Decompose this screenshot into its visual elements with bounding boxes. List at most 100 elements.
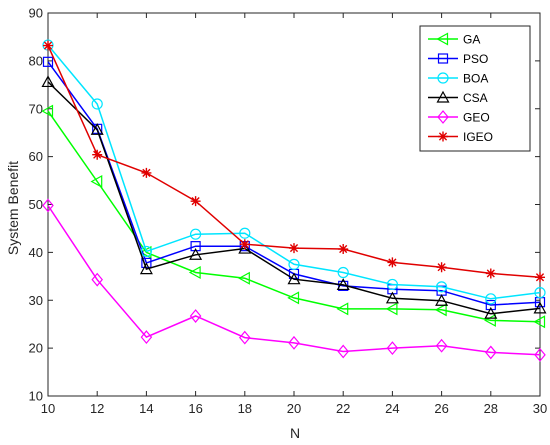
legend-item: GEO [428,110,490,125]
data-point [336,302,349,316]
data-point [238,241,252,254]
legend-marker [438,131,448,142]
data-point [336,278,350,291]
legend-marker [436,90,450,103]
data-point [239,227,251,239]
data-point [239,239,250,250]
series-csa [41,75,547,319]
legend-item: PSO [428,52,488,66]
y-tick-label: 40 [29,245,43,260]
data-point [435,293,449,306]
y-tick-label: 90 [29,6,43,21]
x-tick-label: 12 [90,401,104,416]
x-tick-label: 10 [41,401,55,416]
series-line [47,205,541,356]
series-line [47,110,541,323]
data-point [90,123,104,135]
data-point [435,338,448,353]
y-axis-title: System Benefit [5,161,21,255]
legend-label: GEO [463,111,490,125]
data-point [189,248,203,260]
data-point [534,286,546,299]
x-tick-label: 26 [434,401,448,416]
y-tick-label: 10 [29,389,43,404]
legend-label: CSA [463,91,488,105]
data-point [385,291,399,304]
legend-label: PSO [463,52,488,66]
data-point [485,345,497,360]
data-point [288,258,300,270]
data-point [434,303,447,317]
legend-item: CSA [428,90,488,105]
data-point [190,228,202,240]
data-point [485,293,497,305]
data-point [485,299,496,311]
series-igeo [43,40,545,283]
data-point [533,315,546,329]
data-point [188,265,201,279]
legend: GA PSO BOA CSA GEO IGEO [419,25,531,152]
x-tick-label: 22 [336,401,350,416]
data-point [337,344,349,359]
data-point [190,196,201,207]
y-tick-label: 30 [29,293,43,308]
y-tick-label: 50 [29,197,43,212]
data-point [436,281,448,293]
data-point [533,301,547,314]
data-point [41,75,55,88]
data-point [43,40,53,51]
x-tick-label: 24 [385,401,399,416]
x-tick-label: 20 [287,401,301,416]
data-point [41,104,54,118]
legend-box [419,25,531,152]
data-point [42,56,54,67]
legend-item: BOA [428,72,488,86]
legend-label: IGEO [463,130,493,144]
series-boa [42,39,546,305]
data-point [140,245,152,258]
legend-marker [436,32,449,46]
legend-marker [437,110,449,124]
plot-area: 10 12 14 16 18 20 22 24 26 28 30 10 20 30 40 50 60 70 80 90 [29,6,548,417]
data-point [239,330,251,345]
series-line [47,44,541,300]
data-point [90,175,103,189]
data-point [287,291,300,305]
series-line [47,81,541,315]
data-point [92,149,103,160]
data-point [238,271,250,285]
x-axis-title: N [290,425,300,441]
data-point [140,330,153,345]
data-point [436,262,447,273]
data-point [189,309,202,323]
data-point [485,268,496,279]
x-tick-label: 16 [188,401,202,416]
data-point [91,98,103,110]
legend-label: BOA [463,72,488,86]
data-point [288,335,300,350]
data-point [387,257,398,268]
x-tick-label: 30 [533,401,547,416]
series-ga [41,104,546,329]
data-point [338,244,349,255]
data-point [535,272,545,283]
data-point [534,347,546,362]
x-tick-label: 28 [484,401,498,416]
x-tick-label: 18 [238,401,252,416]
data-point [287,272,301,285]
y-tick-label: 70 [29,101,43,116]
data-point [91,272,103,287]
data-point [385,302,398,316]
legend-marker [437,53,449,64]
data-point [337,266,349,279]
series-geo [42,198,546,362]
y-tick-label: 80 [29,53,43,68]
y-tick-label: 20 [29,341,43,356]
legend-item: GA [428,32,480,47]
x-tick-label: 14 [139,401,153,416]
legend-item: IGEO [428,130,493,144]
data-point [484,306,498,319]
data-point [42,198,54,213]
data-point [139,262,153,275]
